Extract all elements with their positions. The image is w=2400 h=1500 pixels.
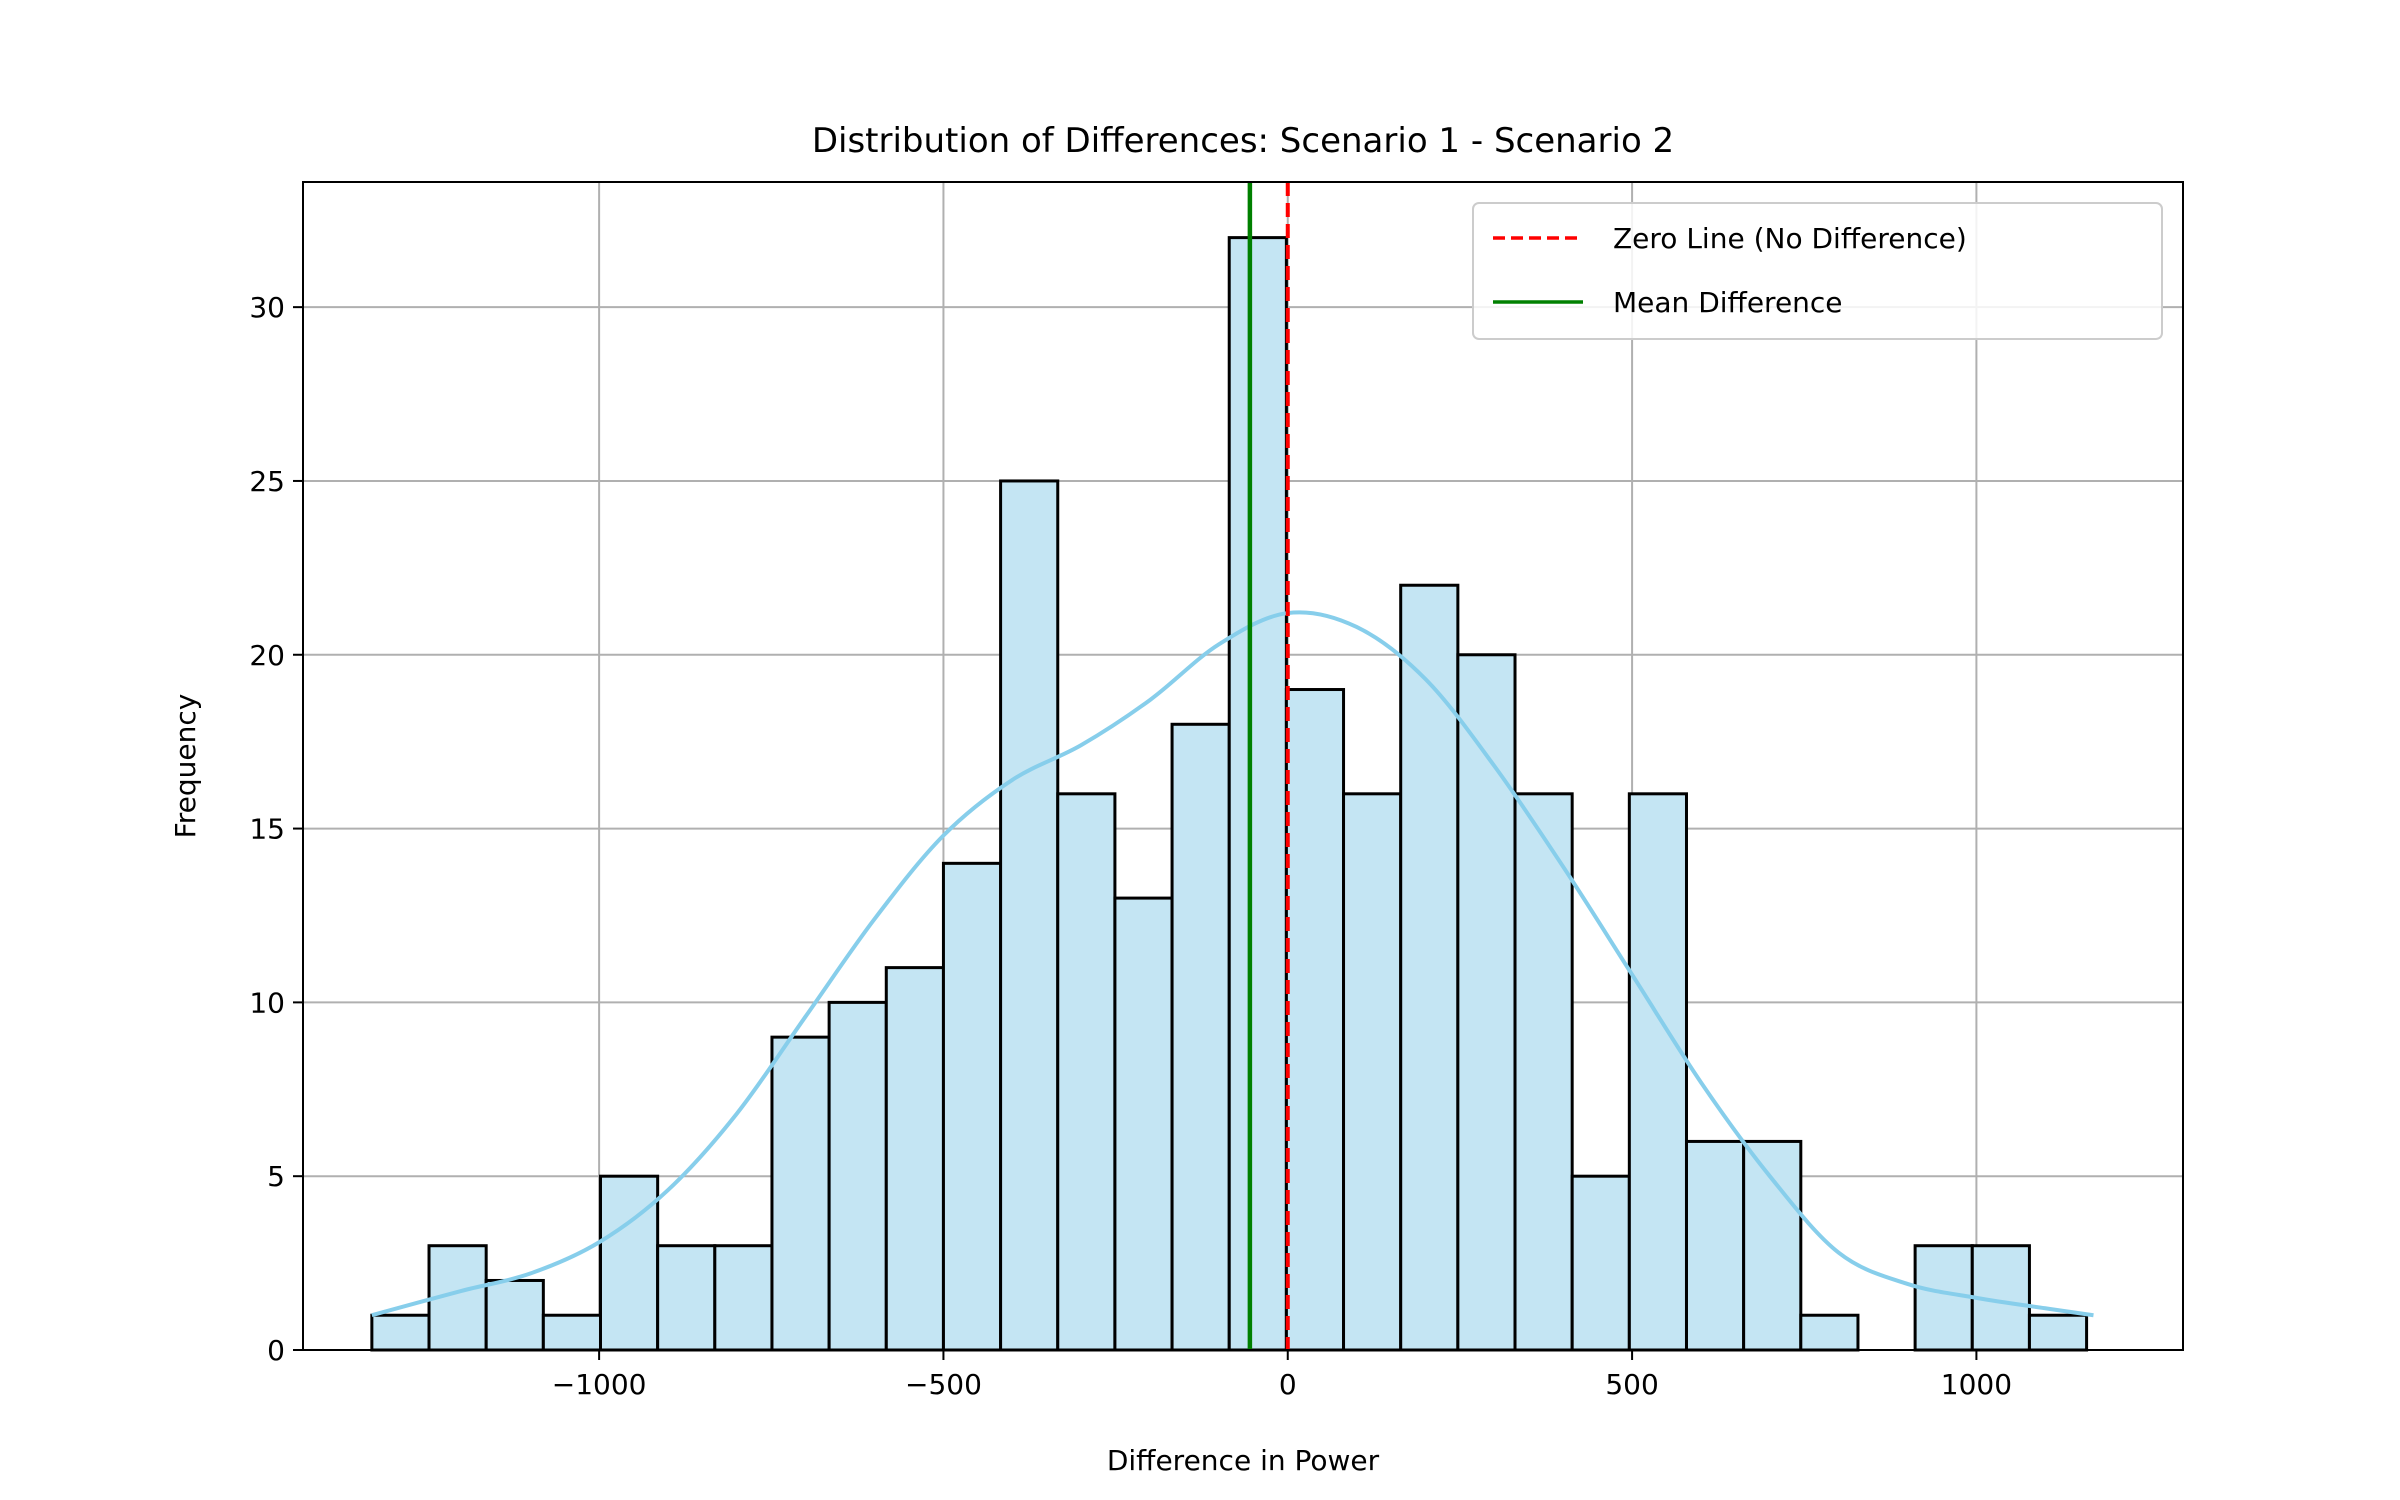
histogram-bar	[713, 1244, 774, 1352]
y-tick-label: 20	[249, 639, 285, 672]
reference-lines	[1247, 182, 1290, 1350]
histogram-bar	[999, 479, 1060, 1352]
y-tick-label: 10	[249, 986, 285, 1019]
y-axis-ticks: 0 5 10 15 20 25 30	[249, 291, 303, 1367]
histogram-bar	[1799, 1313, 1860, 1352]
histogram-bar	[598, 1174, 660, 1352]
histogram-bar	[1399, 583, 1460, 1352]
histogram-bar	[1056, 792, 1117, 1352]
legend-zero-line-label: Zero Line (No Difference)	[1613, 222, 1967, 255]
histogram-bar	[1513, 792, 1574, 1352]
kde-curve-group	[371, 610, 2094, 1318]
x-axis-label: Difference in Power	[1107, 1444, 1380, 1477]
histogram-bar	[1456, 653, 1517, 1352]
x-axis-ticks: −1000 −500 0 500 1000	[552, 1350, 2012, 1401]
legend: Zero Line (No Difference) Mean Differenc…	[1472, 202, 2163, 340]
histogram-bar	[1113, 896, 1174, 1352]
histogram-bar	[1227, 236, 1288, 1352]
legend-mean-label: Mean Difference	[1613, 286, 1843, 319]
kde-curve	[371, 610, 2094, 1318]
histogram-bar	[1570, 1174, 1631, 1352]
plot-frame	[302, 181, 2184, 1351]
x-tick-label: −1000	[552, 1368, 647, 1401]
histogram-bar	[1170, 722, 1231, 1352]
x-tick-label: 0	[1279, 1368, 1297, 1401]
histogram-bar	[2027, 1313, 2089, 1352]
y-tick-label: 15	[249, 813, 285, 846]
histogram-bar	[1913, 1244, 1974, 1352]
x-tick-label: 1000	[1941, 1368, 2012, 1401]
x-tick-label: 500	[1605, 1368, 1658, 1401]
chart-title: Distribution of Differences: Scenario 1 …	[812, 121, 1674, 161]
histogram-bar	[1284, 688, 1346, 1352]
histogram-bar	[770, 1035, 831, 1352]
histogram-bar	[1742, 1139, 1803, 1352]
histogram-bar	[827, 1000, 888, 1352]
histogram-bar	[1342, 792, 1403, 1352]
x-tick-label: −500	[905, 1368, 982, 1401]
histogram-bar	[884, 966, 945, 1352]
histogram-bar	[541, 1313, 602, 1352]
histogram-bar	[370, 1313, 431, 1352]
histogram-bar	[484, 1278, 545, 1352]
y-axis-label: Frequency	[169, 694, 202, 839]
y-tick-label: 30	[249, 291, 285, 324]
histogram-bar	[941, 861, 1003, 1352]
histogram-bar	[1684, 1139, 1746, 1352]
y-tick-label: 0	[267, 1334, 285, 1367]
y-tick-label: 25	[249, 465, 285, 498]
legend-box	[1472, 202, 2163, 340]
histogram-bar	[1627, 792, 1688, 1352]
histogram-bar	[656, 1244, 717, 1352]
y-tick-label: 5	[267, 1160, 285, 1193]
